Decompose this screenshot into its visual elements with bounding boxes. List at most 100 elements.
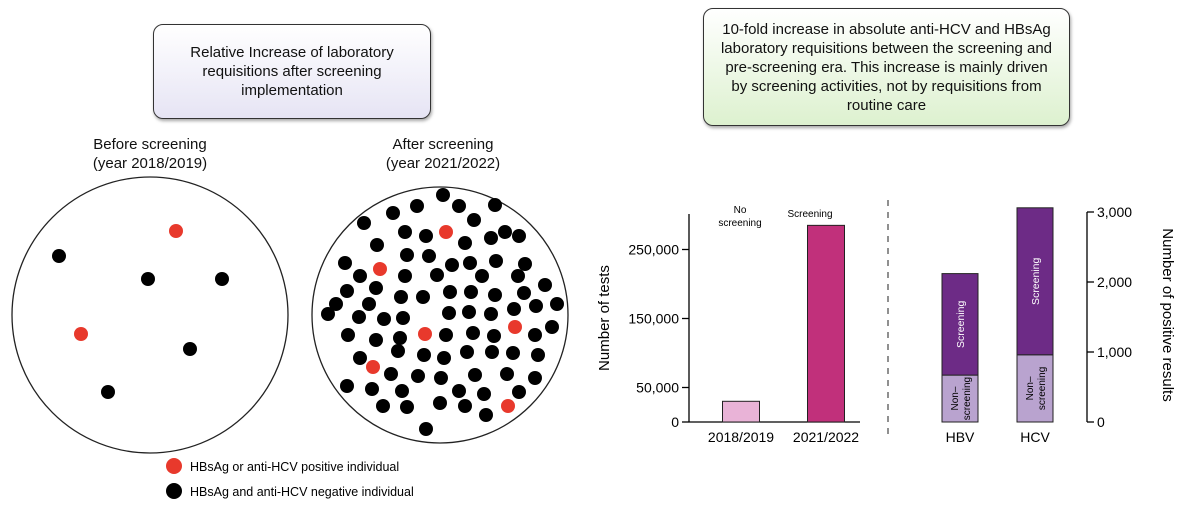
positive-individual-dot xyxy=(418,327,432,341)
negative-individual-dot xyxy=(340,379,354,393)
negative-individual-dot xyxy=(485,345,499,359)
positive-y-tick-label: 1,000 xyxy=(1097,344,1132,360)
after-screening-title-line1: After screening xyxy=(392,136,494,153)
tests-y-tick-label: 0 xyxy=(671,414,679,430)
negative-individual-dot xyxy=(507,302,521,316)
negative-individual-dot xyxy=(362,297,376,311)
negative-individual-dot xyxy=(52,249,66,263)
negative-individual-dot xyxy=(511,269,525,283)
legend-negative-swatch xyxy=(166,483,182,499)
negative-individual-dot xyxy=(338,256,352,270)
callout-tenfold-increase-text: 10-fold increase in absolute anti-HCV an… xyxy=(720,20,1053,114)
non-screening-segment xyxy=(941,374,979,423)
negative-individual-dot xyxy=(484,231,498,245)
negative-individual-dot xyxy=(477,387,491,401)
before-screening-title: Before screening (year 2018/2019) xyxy=(55,135,245,173)
negative-individual-dot xyxy=(365,382,379,396)
after-screening-title-line2: (year 2021/2022) xyxy=(385,155,501,172)
negative-individual-dot xyxy=(550,297,564,311)
non-screening-segment xyxy=(1016,354,1054,423)
negative-individual-dot xyxy=(445,258,459,272)
tests-y-tick-label: 50,000 xyxy=(636,380,679,396)
positive-y-tick-label: 2,000 xyxy=(1097,274,1132,290)
tests-bar xyxy=(722,400,760,423)
before-screening-title-line1: Before screening xyxy=(93,136,207,153)
before-screening-dots xyxy=(52,224,229,399)
callout-relative-increase: Relative Increase of laboratory requisit… xyxy=(153,24,431,119)
negative-individual-dot xyxy=(439,328,453,342)
negative-individual-dot xyxy=(467,213,481,227)
negative-individual-dot xyxy=(352,310,366,324)
positive-individual-dot xyxy=(373,262,387,276)
positive-y-axis-label: Number of positive results xyxy=(1159,228,1176,401)
negative-individual-dot xyxy=(488,198,502,212)
positive-y-tick-label: 0 xyxy=(1097,414,1105,430)
negative-individual-dot xyxy=(518,257,532,271)
negative-individual-dot xyxy=(443,285,457,299)
negative-individual-dot xyxy=(488,288,502,302)
negative-individual-dot xyxy=(183,342,197,356)
negative-individual-dot xyxy=(452,199,466,213)
negative-individual-dot xyxy=(386,206,400,220)
positive-individual-dot xyxy=(366,360,380,374)
positive-x-tick-label: HCV xyxy=(1020,429,1050,445)
negative-individual-dot xyxy=(369,333,383,347)
positive-results-bar-chart: 0 1,000 2,000 3,000 Number of positive resul… xyxy=(941,204,1176,445)
negative-individual-dot xyxy=(528,371,542,385)
positive-individual-dot xyxy=(501,399,515,413)
non-screening-segment-label: Non–screening xyxy=(950,377,973,420)
negative-individual-dot xyxy=(433,396,447,410)
negative-individual-dot xyxy=(340,284,354,298)
negative-individual-dot xyxy=(475,269,489,283)
negative-individual-dot xyxy=(489,254,503,268)
negative-individual-dot xyxy=(101,385,115,399)
tests-y-axis-label: Number of tests xyxy=(596,265,613,371)
negative-individual-dot xyxy=(400,400,414,414)
negative-individual-dot xyxy=(400,248,414,262)
negative-individual-dot xyxy=(341,328,355,342)
tests-x-tick-label: 2021/2022 xyxy=(793,429,859,445)
screening-segment-label: Screening xyxy=(1030,257,1042,304)
negative-individual-dot xyxy=(464,285,478,299)
negative-individual-dot xyxy=(369,281,383,295)
negative-individual-dot xyxy=(538,278,552,292)
negative-individual-dot xyxy=(410,199,424,213)
positive-individual-dot xyxy=(508,320,522,334)
negative-individual-dot xyxy=(506,346,520,360)
non-screening-segment-label: Non–screening xyxy=(1025,367,1048,410)
legend-positive-label: HBsAg or anti-HCV positive individual xyxy=(190,460,399,474)
positive-x-tick-label: HBV xyxy=(946,429,975,445)
negative-individual-dot xyxy=(141,272,155,286)
negative-individual-dot xyxy=(498,225,512,239)
negative-individual-dot xyxy=(434,371,448,385)
negative-individual-dot xyxy=(419,422,433,436)
negative-individual-dot xyxy=(487,329,501,343)
negative-individual-dot xyxy=(463,256,477,270)
negative-individual-dot xyxy=(484,307,498,321)
negative-individual-dot xyxy=(215,272,229,286)
negative-individual-dot xyxy=(458,236,472,250)
negative-individual-dot xyxy=(391,344,405,358)
negative-individual-dot xyxy=(528,328,542,342)
negative-individual-dot xyxy=(462,305,476,319)
callout-tenfold-increase: 10-fold increase in absolute anti-HCV an… xyxy=(703,8,1070,126)
negative-individual-dot xyxy=(460,345,474,359)
negative-individual-dot xyxy=(395,384,409,398)
negative-individual-dot xyxy=(442,306,456,320)
tests-bar-annotation: No screening xyxy=(718,205,761,229)
tests-y-tick-label: 250,000 xyxy=(628,242,679,258)
tests-y-tick-label: 150,000 xyxy=(628,311,679,327)
negative-individual-dot xyxy=(419,229,433,243)
positive-individual-dot xyxy=(439,225,453,239)
tests-x-tick-label: 2018/2019 xyxy=(708,429,774,445)
negative-individual-dot xyxy=(329,297,343,311)
negative-individual-dot xyxy=(396,311,410,325)
negative-individual-dot xyxy=(436,188,450,202)
legend-negative-label: HBsAg and anti-HCV negative individual xyxy=(190,485,414,499)
negative-individual-dot xyxy=(393,331,407,345)
negative-individual-dot xyxy=(417,348,431,362)
screening-segment xyxy=(1016,207,1054,356)
legend-positive-swatch xyxy=(166,458,182,474)
negative-individual-dot xyxy=(430,268,444,282)
